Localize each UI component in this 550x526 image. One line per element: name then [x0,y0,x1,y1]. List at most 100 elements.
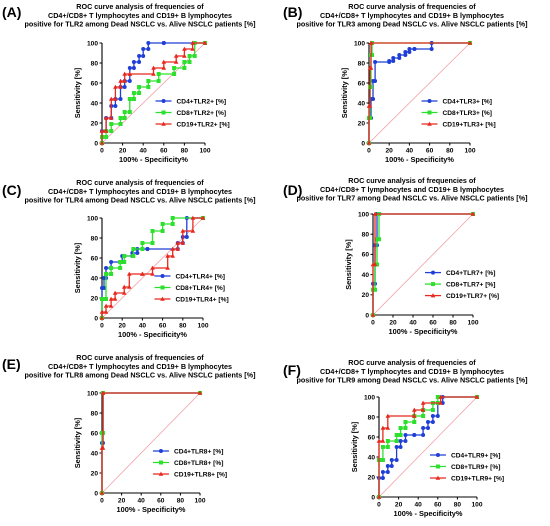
data-point [161,110,166,115]
x-axis-title: 100% - Specificity% [116,505,185,514]
y-tick-label: 60 [91,80,99,87]
data-point [403,420,408,424]
data-point [192,54,197,58]
legend-label: CD4+TLR7+ [%] [446,270,495,277]
data-point [126,284,132,289]
data-point [137,85,142,89]
data-point [122,254,127,258]
data-point [470,211,476,216]
data-point [398,433,403,437]
y-tick-label: 0 [371,494,375,501]
data-point [376,438,382,443]
x-axis-title: 100% - Specificity% [119,155,188,164]
data-point [467,40,473,45]
x-tick-label: 20 [389,320,397,327]
data-point [366,140,372,145]
x-tick-label: 100 [467,320,478,327]
legend-label: CD19+TLR8+ [%] [174,471,227,478]
panel-title-line: ROC curve analysis of frequencies of [76,178,204,187]
x-tick-label: 100 [197,323,208,330]
data-point [380,458,385,462]
data-point [407,50,412,54]
x-axis-title: 100% - Specificity% [388,327,457,336]
y-axis-title: Sensitivity [%] [73,242,82,293]
y-tick-label: 40 [362,272,370,279]
x-tick-label: 0 [100,148,104,155]
data-point [127,79,132,83]
legend-entry: CD4+TLR9+ [%] [429,452,500,459]
data-point [137,54,142,58]
panel-title-line: ROC curve analysis of frequencies of [348,2,476,11]
legend-label: CD8+TLR2+ [%] [177,110,226,117]
data-point [380,425,386,430]
y-tick-label: 60 [368,434,376,441]
data-point [131,97,136,101]
reference-diagonal [372,213,474,316]
panel-title-line: positive for TLR8 among Dead NSCLC vs. A… [25,371,256,380]
data-point [112,296,118,301]
data-point [150,265,155,270]
data-point [137,60,142,64]
data-point [170,216,175,220]
data-point [100,390,106,395]
data-point [403,433,408,437]
x-tick-label: 0 [367,148,371,155]
x-axis-title: 100% - Specificity% [393,509,462,518]
data-point [103,128,109,133]
data-point [175,240,181,245]
data-point [122,71,127,76]
data-point [118,78,123,83]
data-point [391,56,396,60]
data-point [372,211,378,216]
data-point [150,229,155,233]
roc-panel-b: (B) ROC curve analysis of frequencies ofC… [283,2,527,164]
data-point [118,266,123,270]
panel-title-line: ROC curve analysis of frequencies of [348,358,476,367]
data-point [385,425,391,430]
data-point [394,433,399,437]
data-point [161,121,166,126]
data-point [187,54,192,58]
panel-title-line: CD4+/CD8+ T lymphocytes and CD19+ B lymp… [320,367,504,376]
data-point [173,53,179,58]
data-point [394,445,399,449]
data-point [376,494,382,499]
roc-panel-f: (F) ROC curve analysis of frequencies ofC… [283,358,527,518]
data-point [431,270,435,275]
panel-letter: (A) [2,4,21,20]
x-tick-label: 60 [429,320,437,327]
y-tick-label: 80 [358,60,366,67]
data-point [202,40,208,45]
data-point [367,103,373,108]
legend-entry: CD8+TLR3+ [%] [421,110,492,117]
data-point [135,251,140,255]
legend-entry: CD19+TLR9+ [%] [429,475,504,482]
data-point [109,266,114,270]
data-point [127,97,132,101]
y-tick-label: 100 [87,40,98,47]
y-tick-label: 80 [91,60,99,67]
data-point [161,41,166,45]
x-tick-label: 0 [371,320,375,327]
legend-label: CD19+TLR4+ [%] [176,296,229,303]
y-tick-label: 40 [91,275,99,282]
data-point [391,59,396,63]
data-point [380,438,386,443]
data-point [146,41,151,45]
data-point [411,413,417,418]
data-point [112,290,118,295]
data-point [394,439,399,443]
y-tick-label: 20 [362,292,370,299]
data-point [407,47,412,51]
data-point [368,40,374,45]
data-point [373,287,377,292]
data-point [131,66,136,70]
roc-panel-e: (E) ROC curve analysis of frequencies ofC… [2,353,255,514]
y-axis-title: Sensitivity [%] [73,67,82,118]
data-point [122,260,127,264]
data-point [403,439,408,443]
legend-entry: CD4+TLR7+ [%] [425,270,495,277]
data-point [113,96,118,101]
data-point [170,253,175,258]
data-point [398,445,403,449]
